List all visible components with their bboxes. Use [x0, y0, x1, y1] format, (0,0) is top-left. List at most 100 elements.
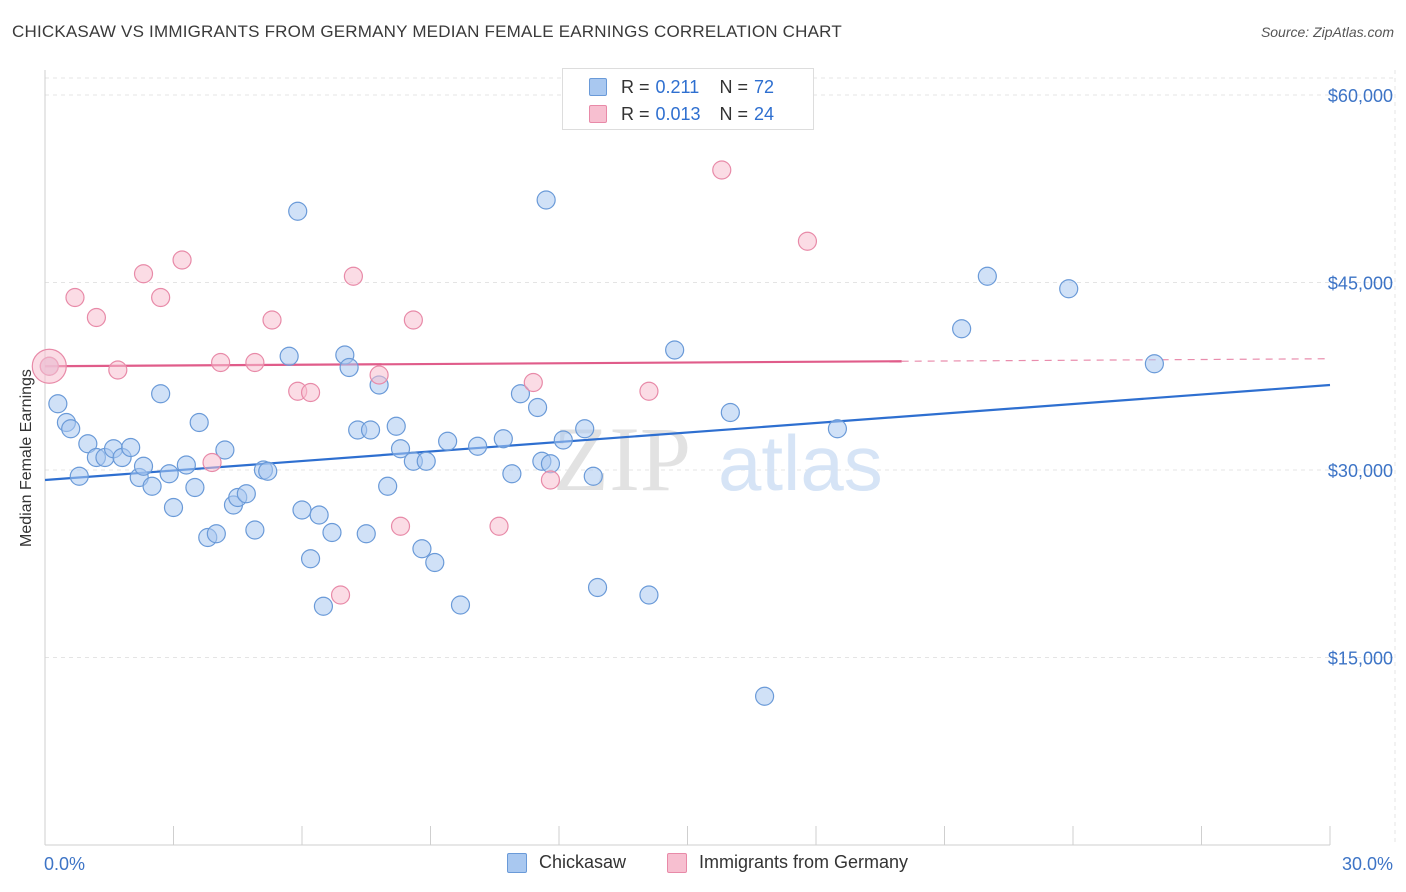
data-point	[309, 505, 329, 525]
data-point	[202, 452, 222, 473]
data-point	[369, 365, 389, 385]
data-point	[300, 549, 321, 569]
data-point	[403, 310, 423, 330]
watermark-zip: ZIP	[553, 408, 691, 510]
data-point	[754, 686, 775, 706]
data-point	[211, 352, 231, 373]
data-point	[390, 439, 411, 459]
data-point	[575, 419, 595, 439]
data-point	[258, 461, 278, 481]
data-point	[121, 437, 141, 458]
data-point-highlight	[31, 348, 67, 384]
data-point	[279, 346, 299, 366]
trend-line-extension	[901, 358, 1331, 362]
n-label: N =	[719, 103, 749, 124]
data-point	[313, 596, 334, 616]
data-point	[215, 440, 235, 460]
legend-label-germany: Immigrants from Germany	[699, 852, 909, 872]
germany-swatch	[667, 852, 687, 873]
data-point	[48, 394, 68, 414]
data-point	[720, 402, 740, 423]
data-point	[159, 464, 179, 484]
tick-labels: $15,000 $30,000 $45,000 $60,000 0.0% 30.0%	[44, 86, 1393, 874]
watermark: ZIP atlas	[553, 408, 883, 510]
stats-row-germany: R = 0.013 N = 24	[589, 102, 774, 126]
data-point	[665, 340, 685, 360]
chickasaw-swatch	[507, 852, 527, 873]
data-point	[245, 520, 265, 540]
legend-item-chickasaw: Chickasaw	[507, 852, 626, 873]
data-point	[245, 352, 265, 373]
data-point	[425, 552, 445, 573]
data-point	[69, 466, 89, 486]
stats-legend: R = 0.211 N = 72 R = 0.013 N = 24	[562, 68, 814, 130]
data-point	[553, 430, 573, 450]
stats-row-chickasaw: R = 0.211 N = 72	[589, 75, 774, 99]
data-point	[163, 497, 184, 518]
x-tick-label: 30.0%	[1342, 854, 1393, 874]
data-point	[468, 436, 488, 456]
chickasaw-swatch	[589, 78, 607, 96]
n-value: 24	[754, 103, 775, 124]
data-point	[172, 250, 192, 270]
data-point	[133, 456, 154, 476]
data-point	[510, 384, 531, 404]
data-point	[206, 524, 226, 544]
r-value: 0.211	[655, 76, 700, 97]
data-point	[142, 476, 162, 496]
data-point	[86, 307, 107, 328]
data-point	[386, 416, 406, 436]
data-point	[536, 190, 556, 210]
n-label: N =	[719, 76, 749, 97]
data-point	[292, 500, 312, 520]
data-point	[438, 431, 458, 451]
watermark-atlas: atlas	[718, 419, 883, 507]
n-value: 72	[754, 76, 775, 97]
y-tick-label: $60,000	[1328, 86, 1393, 106]
data-point	[236, 484, 256, 504]
data-point	[322, 522, 342, 543]
data-point	[450, 595, 471, 615]
data-point	[108, 360, 128, 380]
data-point	[952, 319, 972, 339]
data-point	[78, 434, 98, 454]
data-point	[390, 516, 411, 536]
data-point	[977, 266, 997, 286]
data-point	[151, 287, 171, 308]
y-tick-label: $15,000	[1328, 649, 1393, 669]
legend-item-germany: Immigrants from Germany	[667, 852, 908, 873]
data-point	[343, 266, 363, 286]
data-point	[65, 287, 85, 308]
data-point	[378, 476, 398, 496]
trend-line	[44, 360, 902, 368]
data-point	[639, 381, 659, 401]
data-point	[639, 585, 659, 605]
data-points	[31, 160, 1164, 706]
data-point	[339, 357, 359, 378]
data-point	[189, 412, 209, 433]
y-tick-label: $45,000	[1328, 274, 1393, 294]
data-point	[262, 310, 282, 330]
r-label: R =	[621, 76, 650, 97]
data-point	[540, 470, 561, 490]
axes	[44, 70, 1331, 846]
data-point	[412, 539, 432, 559]
data-point	[827, 419, 848, 439]
data-point	[712, 160, 732, 180]
data-point	[300, 382, 321, 403]
x-tick-label: 0.0%	[44, 854, 85, 874]
data-point	[583, 466, 603, 486]
data-point	[502, 464, 522, 484]
y-axis-label: Median Female Earnings	[18, 369, 35, 547]
r-value: 0.013	[655, 103, 701, 124]
data-point	[133, 264, 154, 284]
data-point	[185, 477, 205, 498]
data-point	[523, 372, 543, 393]
legend-label-chickasaw: Chickasaw	[539, 852, 627, 872]
data-point	[527, 397, 548, 418]
data-point	[360, 420, 381, 440]
y-tick-label: $30,000	[1328, 461, 1393, 481]
data-point	[288, 201, 308, 221]
source-credit: Source: ZipAtlas.com	[1260, 24, 1394, 40]
